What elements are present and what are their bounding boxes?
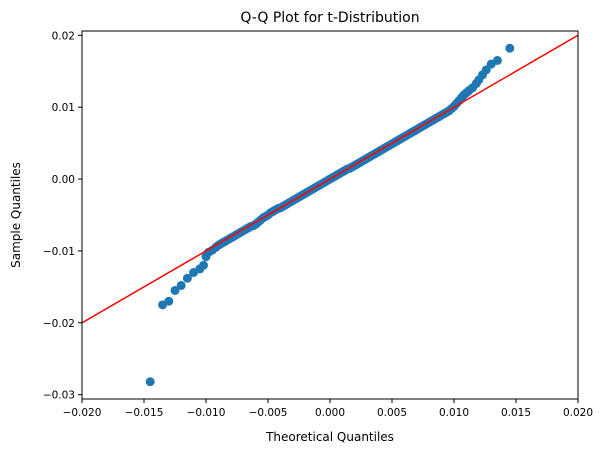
x-ticks: −0.020 −0.015 −0.010 −0.005 0.000 0.005 0.010 0…	[63, 399, 593, 419]
data-point	[505, 43, 515, 53]
data-point	[170, 285, 180, 295]
reference-line-layer	[82, 34, 578, 324]
x-tick-label: 0.015	[501, 407, 531, 419]
axes-frame	[81, 30, 579, 400]
x-tick-label: −0.015	[125, 407, 164, 419]
data-point	[145, 377, 155, 387]
y-tick-label: −0.03	[43, 390, 75, 402]
points-layer	[145, 43, 515, 387]
data-point	[182, 273, 192, 283]
data-point	[164, 296, 174, 306]
x-axis-label: Theoretical Quantiles	[265, 430, 394, 444]
x-tick-label: −0.020	[63, 407, 102, 419]
y-tick-label: −0.01	[43, 246, 75, 258]
x-tick-label: 0.005	[377, 407, 407, 419]
y-tick-label: 0.02	[52, 30, 75, 42]
x-tick-label: −0.005	[249, 407, 288, 419]
data-point	[176, 280, 186, 290]
x-tick-label: −0.010	[187, 407, 226, 419]
x-tick-label: 0.000	[315, 407, 345, 419]
y-axis-label: Sample Quantiles	[9, 162, 23, 268]
plot-area	[82, 34, 578, 387]
y-tick-label: −0.02	[43, 318, 75, 330]
x-tick-label: 0.020	[563, 407, 593, 419]
y-tick-label: 0.01	[52, 102, 75, 114]
data-point	[199, 260, 209, 270]
chart-title: Q-Q Plot for t-Distribution	[240, 10, 419, 26]
y-ticks: −0.03 −0.02 −0.01 0.00 0.01 0.02	[43, 30, 82, 402]
data-point	[492, 55, 502, 65]
reference-line	[82, 34, 578, 324]
y-tick-label: 0.00	[52, 174, 75, 186]
x-tick-label: 0.010	[439, 407, 469, 419]
